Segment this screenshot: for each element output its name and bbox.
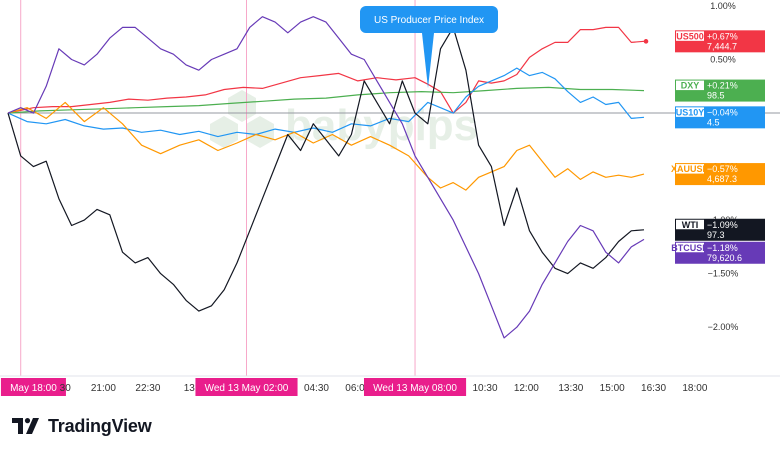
- price-label-symbol-bg-us10y: [676, 107, 704, 117]
- price-label-value-xauusd: 4,687.3: [707, 174, 737, 184]
- price-label-symbol-bg-btcusd: [676, 242, 704, 253]
- price-label-symbol-xauusd: XAUUSD: [671, 164, 710, 174]
- x-tick-label: 06:00: [345, 383, 370, 394]
- x-tick-label: 13: [184, 383, 196, 394]
- y-tick-label: 0.50%: [710, 55, 736, 65]
- x-tick-label: 21:00: [91, 383, 116, 394]
- series-line-wti: [7, 26, 645, 312]
- price-label-symbol-bg-dxy: [676, 80, 704, 91]
- series-line-us500: [7, 26, 645, 114]
- tradingview-brand[interactable]: TradingView: [12, 414, 152, 438]
- x-tick-label: 04:30: [304, 383, 329, 394]
- price-label-change-wti: −1.09%: [707, 220, 738, 230]
- price-label-value-btcusd: 79,620.6: [707, 253, 742, 263]
- x-axis: May 18:00 30 21:00 22:30 13 Wed 13 May 02:00 0…: [0, 378, 708, 396]
- event-callout-label: US Producer Price Index: [374, 15, 484, 26]
- price-label-symbol-btcusd: BTCUSD: [671, 243, 709, 253]
- x-tick-label-highlighted: Wed 13 May 02:00: [205, 383, 289, 394]
- x-tick-label: 15:00: [600, 383, 625, 394]
- series-line-us10y: [7, 67, 645, 138]
- x-tick-label: 12:00: [514, 383, 539, 394]
- x-tick-highlight-box: [0, 378, 66, 396]
- chart-grid: [0, 0, 780, 377]
- price-label-symbol-us500: US500: [676, 31, 704, 41]
- tradingview-wordmark: TradingView: [48, 415, 152, 436]
- x-tick-label: 13:30: [558, 383, 583, 394]
- price-label-change-us10y: −0.04%: [707, 107, 738, 117]
- price-label-symbol-us10y: US10Y: [676, 107, 705, 117]
- y-tick-label: −1.50%: [708, 269, 739, 279]
- x-tick-label: 30: [60, 383, 72, 394]
- y-tick-label: 1.00%: [710, 1, 736, 11]
- price-label-symbol-wti: WTI: [682, 220, 699, 230]
- series-end-point-us500: [643, 39, 649, 44]
- series-line-dxy: [7, 86, 645, 114]
- event-callout[interactable]: US Producer Price Index: [360, 6, 498, 88]
- tradingview-logo-icon: [12, 418, 39, 434]
- series-line-btcusd: [7, 16, 645, 339]
- event-callout-box: [360, 6, 498, 33]
- chart-series: [7, 16, 649, 339]
- price-label-change-dxy: +0.21%: [707, 81, 738, 91]
- y-tick-label: −2.00%: [708, 322, 739, 332]
- x-tick-label: 16:30: [641, 383, 666, 394]
- x-tick-highlight-box: [195, 378, 298, 396]
- x-tick-label: 22:30: [135, 383, 160, 394]
- x-tick-label: 18:00: [682, 383, 707, 394]
- price-label-change-btcusd: −1.18%: [707, 243, 738, 253]
- x-tick-highlight-box: [363, 378, 467, 396]
- price-label-symbol-bg-us500: [676, 31, 704, 41]
- watermark-logo-icon: [210, 90, 274, 148]
- series-line-xauusd: [7, 101, 645, 191]
- price-label-value-us10y: 4.5: [707, 117, 720, 127]
- price-label-value-us500: 7,444.7: [707, 41, 737, 51]
- price-label-change-us500: +0.67%: [707, 31, 738, 41]
- event-callout-pointer: [422, 33, 434, 88]
- price-label-symbol-bg-xauusd: [676, 164, 704, 174]
- x-tick-label-highlighted: Wed 13 May 08:00: [373, 383, 457, 394]
- price-label-change-xauusd: −0.57%: [707, 164, 738, 174]
- price-label-symbol-dxy: DXY: [681, 81, 700, 91]
- price-label-value-wti: 97.3: [707, 230, 725, 240]
- price-label-symbol-bg-wti: [676, 219, 704, 230]
- x-tick-label-highlighted: May 18:00: [10, 383, 57, 394]
- price-label-value-dxy: 98.5: [707, 91, 725, 101]
- x-tick-label: 10:30: [472, 383, 497, 394]
